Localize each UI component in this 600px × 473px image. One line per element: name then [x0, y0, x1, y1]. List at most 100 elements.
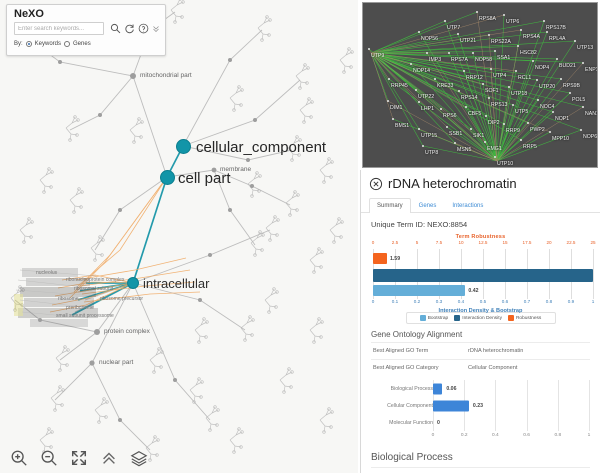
go-chart-bar: [433, 400, 469, 411]
term-detail-panel[interactable]: rDNA heterochromatin Summary Genes Inter…: [360, 170, 600, 473]
gene-node[interactable]: [515, 70, 518, 73]
gene-node[interactable]: [490, 68, 493, 71]
gene-node[interactable]: [543, 20, 546, 23]
gene-node[interactable]: [549, 131, 552, 134]
gene-node[interactable]: [508, 86, 511, 89]
gene-node[interactable]: [560, 78, 563, 81]
gene-node[interactable]: [448, 52, 451, 55]
ontology-label-protein-complex: protein complex: [104, 328, 150, 335]
gene-node[interactable]: [440, 108, 443, 111]
gene-node[interactable]: [520, 29, 523, 32]
gene-label: BMS1: [395, 123, 410, 129]
expand-icon[interactable]: [152, 23, 160, 34]
tree-toolbar[interactable]: [0, 443, 358, 473]
help-icon[interactable]: [138, 23, 149, 34]
ontology-node-cell-part[interactable]: [160, 170, 175, 185]
gene-node[interactable]: [527, 122, 530, 125]
gene-node[interactable]: [387, 100, 390, 103]
gene-node[interactable]: [503, 123, 506, 126]
gene-node[interactable]: [368, 48, 371, 51]
tab-summary[interactable]: Summary: [369, 198, 411, 213]
gene-network-view[interactable]: UTP9 NOP56 UTP7 RPS8A UTP6 RPS17B UTP21 RPS22A R…: [362, 2, 598, 168]
gene-node[interactable]: [582, 106, 585, 109]
gene-node[interactable]: [470, 128, 473, 131]
gene-node[interactable]: [517, 45, 520, 48]
fit-screen-icon[interactable]: [70, 449, 88, 467]
gene-node[interactable]: [434, 78, 437, 81]
gene-node[interactable]: [422, 145, 425, 148]
go-chart-category-label: Cellular Component: [387, 402, 433, 409]
gene-node[interactable]: [476, 11, 479, 14]
gene-node[interactable]: [418, 128, 421, 131]
gene-node[interactable]: [503, 14, 506, 17]
gene-label: RPS6: [443, 113, 457, 119]
gene-node[interactable]: [457, 33, 460, 36]
gene-node[interactable]: [418, 101, 421, 104]
tab-interactions[interactable]: Interactions: [452, 203, 484, 209]
gene-node[interactable]: [410, 63, 413, 66]
gene-node[interactable]: [472, 52, 475, 55]
gene-node[interactable]: [463, 70, 466, 73]
gene-node[interactable]: [537, 99, 540, 102]
detail-header: rDNA heterochromatin: [361, 170, 600, 193]
tab-genes[interactable]: Genes: [418, 203, 437, 209]
search-input[interactable]: [14, 22, 104, 35]
ontology-node-cellular-component[interactable]: [176, 139, 191, 154]
gene-label: UTP7: [447, 25, 461, 31]
axis-tick-label: 25: [590, 240, 596, 245]
robustness-chart: Term Robustness 0 2.5 5 7.5 10 12.5 15 17.5 20 22…: [371, 234, 596, 314]
gene-node[interactable]: [532, 60, 535, 63]
gene-node[interactable]: [536, 79, 539, 82]
gene-node[interactable]: [388, 78, 391, 81]
go-chart-category-label: Biological Process: [390, 385, 433, 392]
radio-genes[interactable]: [64, 41, 71, 47]
zoom-out-icon[interactable]: [40, 449, 58, 467]
gene-node[interactable]: [488, 34, 491, 37]
radio-keywords[interactable]: [25, 41, 32, 47]
gene-node[interactable]: [574, 40, 577, 43]
go-category-value: Cellular Component: [468, 365, 518, 371]
gene-label: RCL1: [518, 75, 532, 81]
collapse-icon[interactable]: [100, 449, 118, 467]
detail-tabs[interactable]: Summary Genes Interactions: [361, 197, 600, 213]
ontology-label-preribosome: preribosome: [66, 305, 94, 311]
axis-tick-label: 0.4: [492, 433, 499, 438]
gene-node[interactable]: [569, 92, 572, 95]
layers-icon[interactable]: [130, 449, 148, 467]
ontology-tree-canvas[interactable]: [0, 0, 358, 473]
search-panel[interactable]: NeXO By: Keywords: [6, 4, 166, 56]
gene-label: UTP10: [497, 161, 514, 167]
gene-node[interactable]: [454, 142, 457, 145]
gene-node[interactable]: [494, 156, 497, 159]
gene-node[interactable]: [392, 118, 395, 121]
gene-node[interactable]: [582, 62, 585, 65]
gene-node[interactable]: [546, 31, 549, 34]
gene-node[interactable]: [482, 83, 485, 86]
gene-node[interactable]: [512, 104, 515, 107]
legend-label-robustness: Robustness: [515, 315, 542, 321]
gene-node[interactable]: [580, 129, 583, 132]
gene-node[interactable]: [458, 90, 461, 93]
gene-node[interactable]: [488, 97, 491, 100]
gene-node[interactable]: [418, 31, 421, 34]
sync-icon[interactable]: [124, 23, 135, 34]
gene-node[interactable]: [446, 126, 449, 129]
gene-node[interactable]: [552, 111, 555, 114]
ontology-node-intracellular[interactable]: [127, 277, 139, 289]
zoom-in-icon[interactable]: [10, 449, 28, 467]
gene-label: NOP1: [555, 116, 570, 122]
close-circle-icon[interactable]: [369, 177, 383, 191]
gene-node[interactable]: [484, 141, 487, 144]
gene-node[interactable]: [485, 115, 488, 118]
search-icon[interactable]: [110, 23, 121, 34]
gene-node[interactable]: [415, 89, 418, 92]
ontology-tree-panel[interactable]: cellular_component cell part intracellul…: [0, 0, 358, 473]
gene-node[interactable]: [556, 58, 559, 61]
gene-node[interactable]: [426, 52, 429, 55]
gene-node[interactable]: [494, 50, 497, 53]
gene-label: KRE33: [437, 83, 454, 89]
gene-node[interactable]: [444, 20, 447, 23]
gene-node[interactable]: [465, 106, 468, 109]
search-by-row[interactable]: By: Keywords Genes: [14, 41, 91, 47]
gene-node[interactable]: [520, 139, 523, 142]
